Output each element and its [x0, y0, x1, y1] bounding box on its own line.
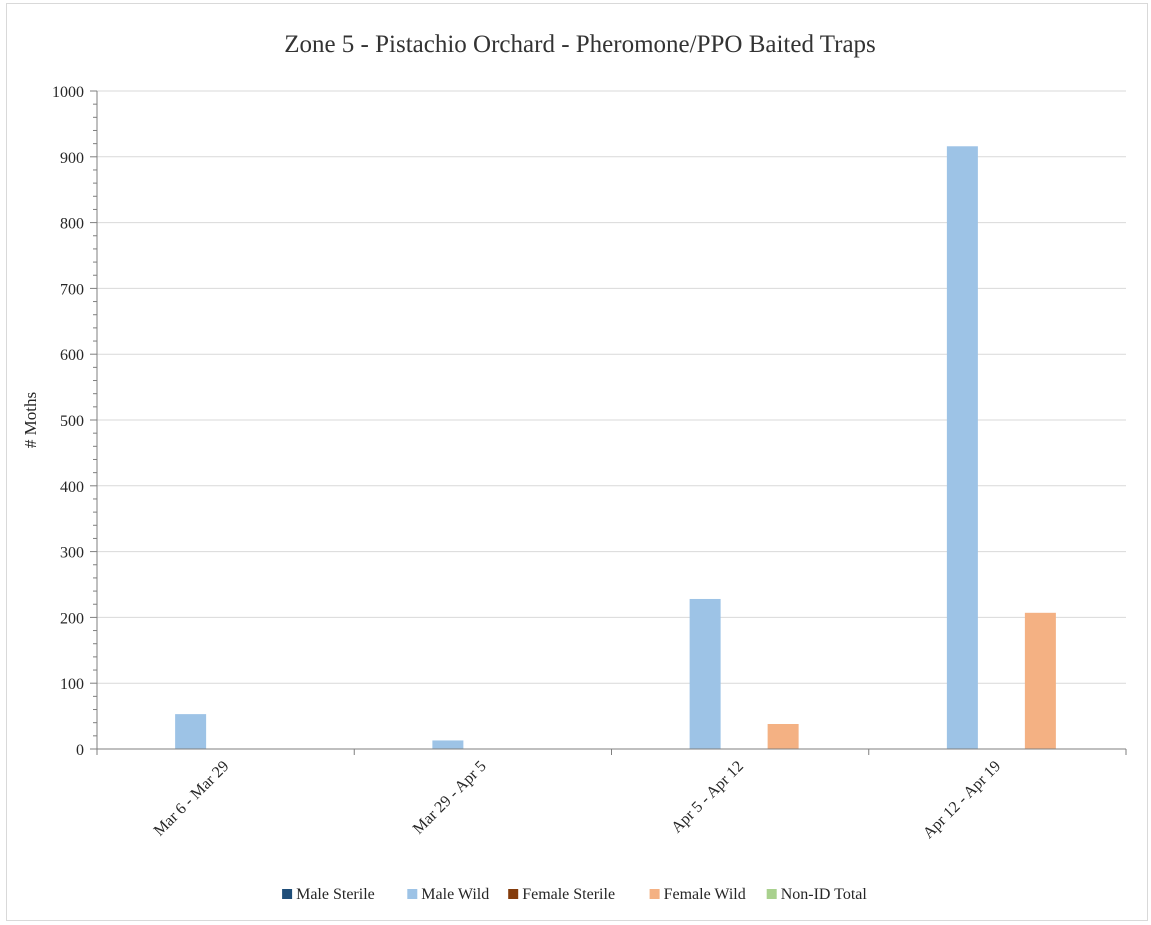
- bar-male-wild: [946, 146, 978, 750]
- y-tick-label: 900: [60, 150, 84, 167]
- x-tick-label: Apr 5 - Apr 12: [668, 758, 747, 837]
- legend-label: Male Wild: [421, 886, 489, 903]
- bar-male-wild: [175, 714, 207, 749]
- legend-label: Female Wild: [664, 886, 746, 903]
- y-tick-label: 100: [60, 676, 84, 693]
- legend-label: Male Sterile: [296, 886, 375, 903]
- legend: Male Sterile Male Wild Female Sterile Femal…: [282, 886, 867, 903]
- legend-swatch: [282, 889, 293, 899]
- y-tick-label: 400: [60, 479, 84, 496]
- y-tick-label: 300: [60, 545, 84, 562]
- legend-swatch: [766, 889, 777, 899]
- bars: [175, 146, 1056, 750]
- y-tick-label: 500: [60, 413, 84, 430]
- legend-swatch: [407, 889, 418, 899]
- y-tick-label: 200: [60, 610, 84, 627]
- x-tick-label: Mar 6 - Mar 29: [151, 758, 233, 840]
- chart-title: Zone 5 - Pistachio Orchard - Pheromone/P…: [284, 31, 876, 58]
- legend-label: Non-ID Total: [781, 886, 868, 903]
- legend-label: Female Sterile: [522, 886, 615, 903]
- bar-male-wild: [689, 598, 721, 749]
- bar-female-wild: [767, 723, 799, 749]
- x-tick-label: Mar 29 - Apr 5: [410, 758, 490, 838]
- y-axis-ticks: 0 100 200 300 400 500 600 700 800 900 1000: [52, 84, 97, 759]
- legend-swatch: [649, 889, 660, 899]
- y-tick-label: 800: [60, 216, 84, 233]
- x-tick-label: Apr 12 - Apr 19: [920, 758, 1004, 842]
- y-axis-label: # Moths: [21, 392, 40, 448]
- x-axis-ticks: Mar 6 - Mar 29 Mar 29 - Apr 5 Apr 5 - Apr …: [96, 749, 1127, 842]
- y-tick-label: 700: [60, 281, 84, 298]
- bar-female-wild: [1024, 612, 1056, 749]
- legend-swatch: [508, 889, 519, 899]
- y-tick-label: 1000: [52, 84, 84, 101]
- bar-male-wild: [432, 740, 464, 749]
- y-tick-label: 600: [60, 347, 84, 364]
- y-tick-label: 0: [76, 742, 84, 759]
